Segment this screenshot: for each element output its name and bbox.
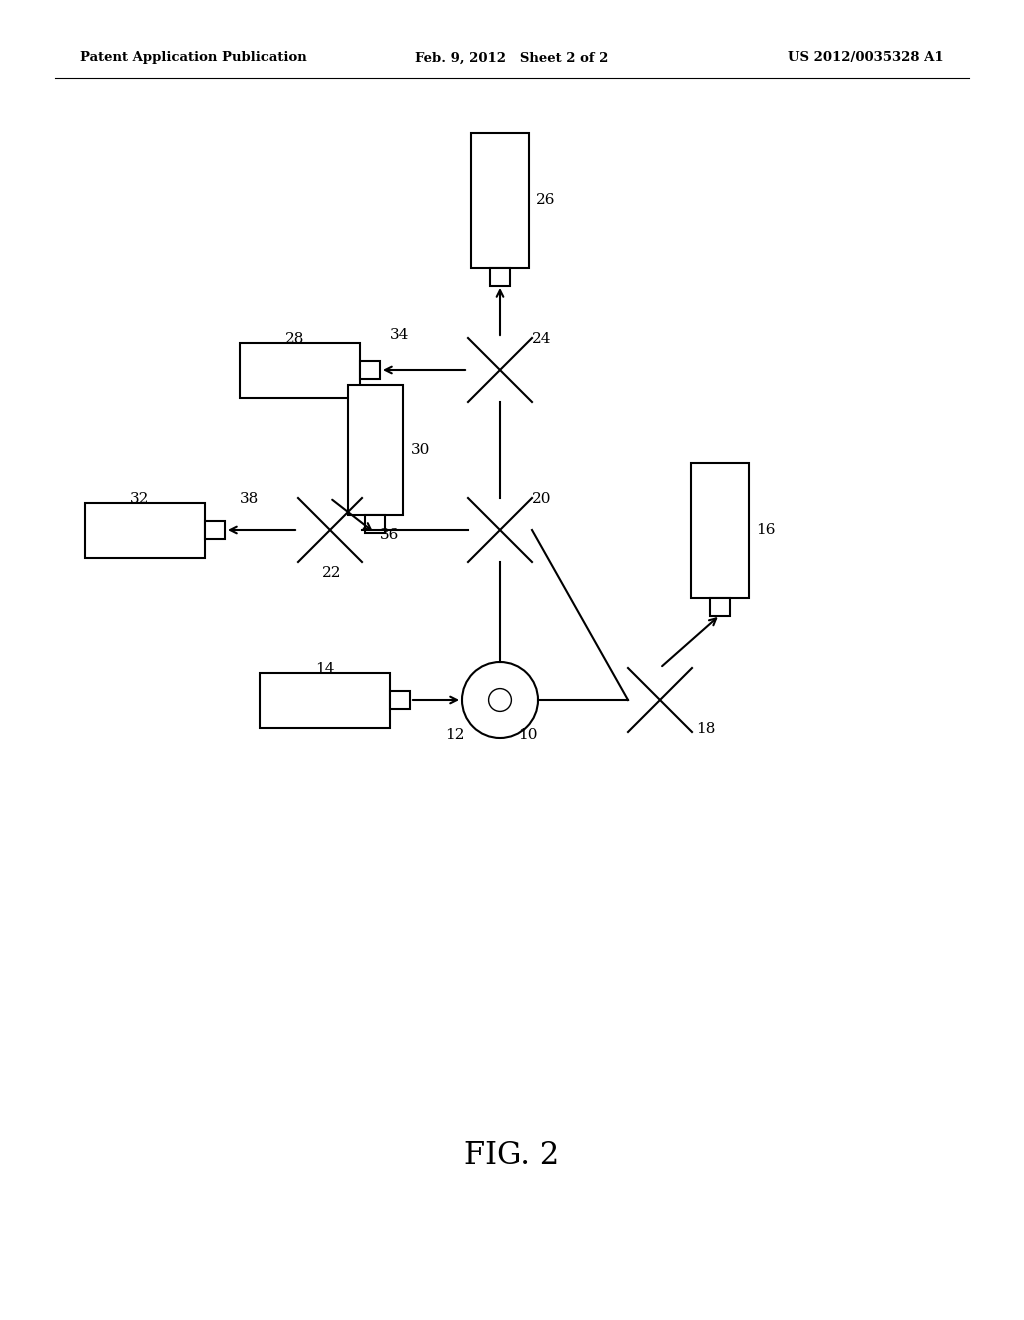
Text: 24: 24 [532,333,552,346]
Text: 30: 30 [411,444,430,457]
Text: 38: 38 [240,492,259,506]
Bar [710,598,730,615]
Bar [390,690,410,709]
Bar [365,515,385,533]
Text: 10: 10 [518,729,538,742]
Bar [240,342,360,397]
Bar [205,521,225,539]
Bar [347,385,402,515]
Text: Feb. 9, 2012   Sheet 2 of 2: Feb. 9, 2012 Sheet 2 of 2 [416,51,608,65]
Text: 34: 34 [390,327,410,342]
Bar [691,462,749,598]
Text: 18: 18 [696,722,716,737]
Text: 20: 20 [532,492,552,506]
Text: US 2012/0035328 A1: US 2012/0035328 A1 [788,51,944,65]
Bar [471,132,529,268]
Text: 16: 16 [756,523,775,537]
Circle shape [488,689,511,711]
Text: 32: 32 [130,492,150,506]
Text: 28: 28 [285,333,304,346]
Bar [260,672,390,727]
Text: 22: 22 [322,566,341,579]
Text: FIG. 2: FIG. 2 [464,1139,560,1171]
Text: 14: 14 [315,663,335,676]
Bar [490,268,510,285]
Text: 12: 12 [445,729,465,742]
Circle shape [462,663,538,738]
Bar [360,360,380,379]
Text: Patent Application Publication: Patent Application Publication [80,51,307,65]
Bar [85,503,205,557]
Text: 36: 36 [380,528,399,543]
Text: 26: 26 [536,193,555,207]
